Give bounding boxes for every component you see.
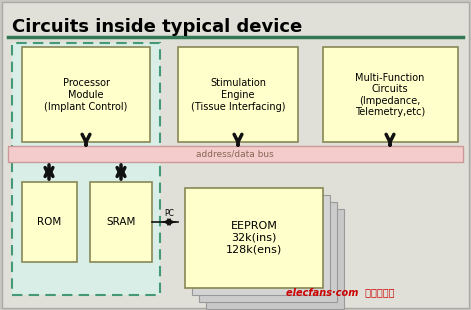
FancyBboxPatch shape [192,195,330,295]
Text: Circuits inside typical device: Circuits inside typical device [12,18,302,36]
FancyBboxPatch shape [323,47,458,142]
Text: Processor
Module
(Implant Control): Processor Module (Implant Control) [44,78,128,112]
FancyBboxPatch shape [206,209,344,309]
FancyBboxPatch shape [22,182,77,262]
FancyBboxPatch shape [12,43,160,295]
Text: PC: PC [164,210,174,219]
FancyBboxPatch shape [185,188,323,288]
Text: EEPROM
32k(ins)
128k(ens): EEPROM 32k(ins) 128k(ens) [226,221,282,255]
FancyBboxPatch shape [90,182,152,262]
FancyBboxPatch shape [22,47,150,142]
Text: SRAM: SRAM [106,217,136,227]
FancyBboxPatch shape [8,146,463,162]
Text: ROM: ROM [37,217,61,227]
Text: Multi-Function
Circuits
(Impedance,
Telemetry,etc): Multi-Function Circuits (Impedance, Tele… [355,73,425,117]
Text: Stimulation
Engine
(Tissue Interfacing): Stimulation Engine (Tissue Interfacing) [191,78,285,112]
Text: elecfans·com  电子烧饱度: elecfans·com 电子烧饱度 [286,287,394,297]
FancyBboxPatch shape [199,202,337,302]
Text: address/data bus: address/data bus [196,149,274,158]
FancyBboxPatch shape [178,47,298,142]
